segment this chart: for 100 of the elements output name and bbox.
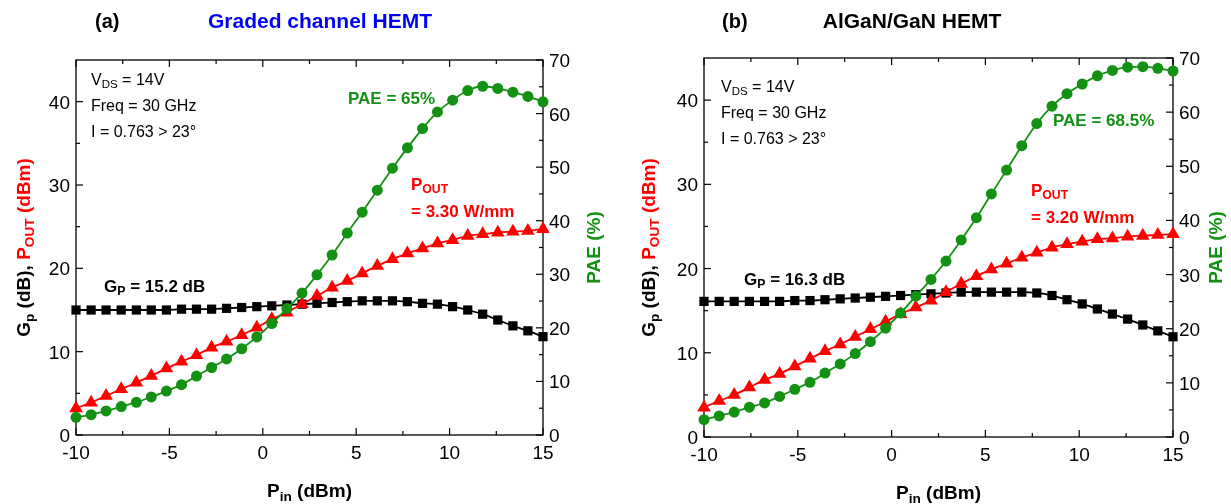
point	[115, 401, 127, 413]
point	[191, 304, 202, 314]
x-tick-label: 10	[1068, 444, 1090, 465]
point	[909, 299, 923, 312]
point	[956, 287, 966, 297]
point	[986, 287, 997, 297]
point	[1060, 236, 1074, 249]
point	[803, 350, 817, 363]
point	[1001, 164, 1013, 176]
point	[447, 302, 458, 312]
point	[729, 296, 739, 307]
point	[267, 301, 277, 311]
point	[714, 296, 724, 307]
point	[774, 296, 785, 307]
point	[372, 296, 382, 306]
point	[387, 296, 398, 306]
point	[460, 227, 475, 240]
point	[712, 392, 726, 405]
point	[744, 296, 755, 307]
point	[819, 367, 831, 379]
point	[370, 257, 385, 270]
point	[971, 287, 982, 297]
series-label: PAE = 68.5%	[1053, 111, 1155, 130]
point	[477, 80, 489, 92]
point	[325, 279, 339, 292]
annotation: Freq = 30 GHz	[721, 104, 827, 121]
point	[999, 255, 1014, 268]
point	[1030, 244, 1044, 257]
point	[221, 353, 233, 365]
point	[538, 332, 548, 342]
point	[401, 142, 413, 154]
point	[848, 328, 862, 341]
point	[207, 304, 217, 314]
point	[1106, 64, 1118, 76]
x-tick-label: 5	[980, 444, 991, 465]
point	[743, 401, 755, 413]
point	[266, 318, 278, 330]
point	[713, 410, 725, 422]
point	[1061, 88, 1073, 100]
y2-tick-label: 60	[1179, 102, 1201, 124]
point	[970, 212, 982, 224]
point	[742, 379, 757, 392]
point	[954, 275, 968, 288]
point	[788, 358, 802, 371]
x-tick-label: 5	[350, 442, 362, 463]
point	[431, 106, 443, 118]
point	[176, 379, 188, 391]
point	[984, 261, 999, 274]
y2-tick-label: 40	[549, 210, 571, 232]
point	[236, 343, 248, 355]
point	[221, 303, 232, 313]
point	[130, 396, 142, 408]
point	[506, 223, 520, 236]
point	[463, 305, 473, 315]
text: (b)	[722, 10, 748, 32]
point	[818, 343, 832, 356]
annotation: V$_{DS}$ = 14V	[91, 71, 165, 90]
point	[508, 321, 518, 331]
y2-tick-label: 10	[1179, 372, 1201, 394]
point	[85, 409, 97, 421]
point	[1076, 78, 1088, 90]
annotation: I = 0.763 > 23°	[721, 130, 827, 147]
point	[1166, 226, 1180, 238]
point	[699, 296, 709, 307]
point	[955, 234, 967, 246]
series-label: P$_{OUT}$ = 3.20 W/mm	[1031, 181, 1135, 227]
x-axis-title: P$_{in}$ (dBm)	[896, 482, 981, 504]
chart-title: AlGaN/GaN HEMT	[822, 9, 1002, 32]
point	[161, 305, 172, 315]
point	[820, 295, 830, 305]
point	[206, 362, 218, 373]
point	[759, 397, 771, 409]
point	[385, 251, 400, 264]
point	[326, 249, 338, 261]
point	[1077, 299, 1087, 309]
point	[342, 297, 352, 307]
point	[1092, 304, 1103, 314]
y-tick-label: 10	[676, 342, 698, 364]
point	[417, 123, 429, 135]
text: (a)	[95, 10, 120, 32]
point	[176, 304, 187, 314]
point	[160, 385, 172, 397]
point	[1120, 228, 1135, 241]
series-label: P$_{OUT}$ = 3.30 W/mm	[411, 175, 515, 221]
y-tick-label: 40	[676, 90, 698, 112]
point	[100, 405, 112, 417]
point	[1091, 70, 1103, 82]
point	[417, 298, 428, 308]
point	[1137, 61, 1149, 73]
chart-title: Graded channel HEMT	[207, 9, 433, 32]
point	[146, 305, 156, 315]
x-tick-label: 0	[257, 442, 269, 463]
y2-tick-label: 70	[549, 50, 571, 71]
x-tick-label: -5	[789, 444, 807, 465]
point	[131, 305, 141, 315]
point	[1122, 314, 1133, 324]
point	[1015, 249, 1029, 262]
point	[1153, 326, 1163, 336]
y-tick-label: 40	[48, 91, 70, 113]
point	[492, 82, 504, 94]
